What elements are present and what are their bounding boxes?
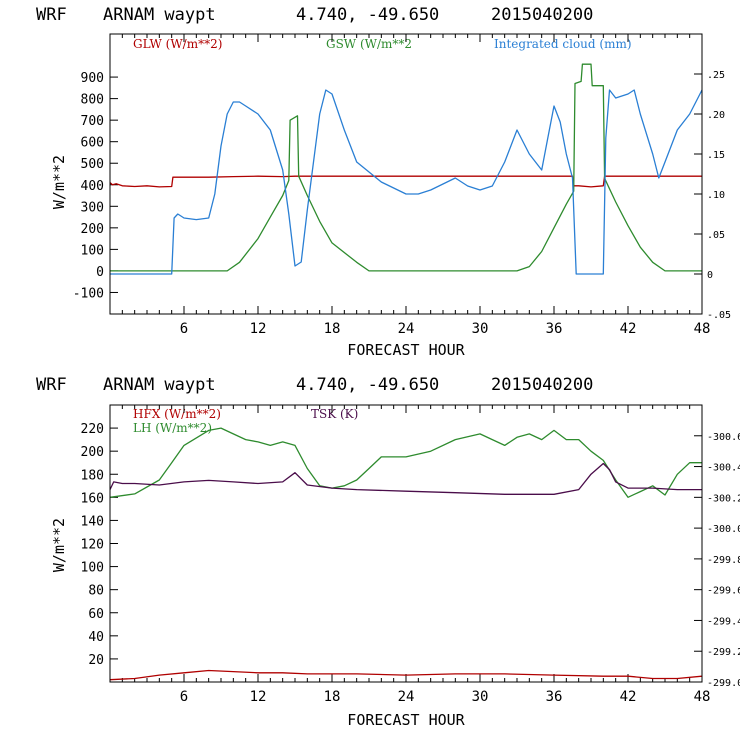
chart2-xtick-label: 36 [546, 689, 563, 705]
chart1-lines [109, 63, 703, 275]
chart2-header: WRF ARNAM waypt 4.740, -49.650 201504020… [36, 375, 593, 395]
chart1-header: WRF ARNAM waypt 4.740, -49.650 201504020… [36, 5, 593, 25]
chart1-xtick-label: 36 [546, 321, 563, 337]
chart2-y2tick-label: -300.2 [707, 493, 740, 504]
chart2-ytick-label: 200 [81, 445, 104, 460]
chart2-legend-hfx: HFX (W/m**2) [133, 407, 221, 421]
chart1-xtick-label: 12 [250, 321, 267, 337]
chart2-ylabel: W/m**2 [50, 518, 68, 572]
chart2-model: WRF [36, 375, 67, 395]
chart2-ytick-label: 160 [81, 491, 104, 506]
chart1-coords: 4.740, -49.650 [296, 5, 439, 25]
chart1-ylabel: W/m**2 [50, 155, 68, 209]
chart1-y2tick-label: .20 [707, 110, 725, 121]
chart2-y2tick-label: -299.8 [707, 555, 740, 566]
chart1-ytick-label: 500 [81, 157, 104, 172]
chart1-ytick-label: 900 [81, 71, 104, 86]
chart2-y2tick-label: -300.0 [707, 524, 740, 535]
chart1-y2tick-label: .10 [707, 190, 725, 201]
chart2-frame [109, 404, 703, 683]
chart2-ticks: 6 12 18 24 30 36 42 48 20 40 60 80 100 120 140 160 180 20… [81, 405, 740, 705]
chart2-ytick-label: 80 [88, 584, 104, 599]
chart1-ytick-label: 400 [81, 179, 104, 194]
chart2-series-3-line [109, 462, 702, 495]
chart1-xtick-label: 30 [472, 321, 489, 337]
chart2-ytick-label: 100 [81, 561, 104, 576]
chart2-ytick-label: 60 [88, 607, 104, 622]
chart1-datetime: 2015040200 [491, 5, 593, 25]
chart2-y2tick-label: -299.0 [707, 678, 740, 689]
chart2-xtick-label: 42 [620, 689, 637, 705]
chart1-xtick-label: 24 [398, 321, 415, 337]
chart2-ytick-label: 20 [88, 653, 104, 668]
chart1-ytick-label: 600 [81, 136, 104, 151]
chart1-site: ARNAM waypt [103, 5, 216, 25]
chart2-site: ARNAM waypt [103, 375, 216, 395]
chart1-ytick-label: 800 [81, 93, 104, 108]
chart1-xtick-label: 42 [620, 321, 637, 337]
chart1-ytick-label: 100 [81, 243, 104, 258]
chart2-legend-lh: LH (W/m**2) [133, 421, 212, 435]
chart1-ytick-label: 300 [81, 200, 104, 215]
chart1-legend-cloud: Integrated cloud (mm) [494, 37, 632, 51]
chart2-y2tick-label: -300.6 [707, 432, 740, 443]
chart1-series-2-line [110, 63, 702, 272]
chart2-lines [109, 427, 703, 681]
chart1-y2tick-label: .05 [707, 230, 725, 241]
chart1-y2tick-label: 0 [707, 270, 713, 281]
chart1-y2tick-label: .15 [707, 150, 725, 161]
chart1-legend-gsw: GSW (W/m**2 [326, 37, 412, 51]
chart2-ytick-label: 40 [88, 630, 104, 645]
chart2-y2tick-label: -299.6 [707, 586, 740, 597]
chart2-xtick-label: 24 [398, 689, 415, 705]
chart2-y2tick-label: -299.2 [707, 647, 740, 658]
chart2-xtick-label: 18 [324, 689, 341, 705]
chart2-xtick-label: 12 [250, 689, 267, 705]
chart1-ticks: 6 12 18 24 30 36 42 48 -100 0 100 200 300 400 500 600 70… [73, 34, 731, 337]
chart2-xlabel: FORECAST HOUR [347, 711, 465, 729]
chart1-y2tick-label: -.05 [707, 310, 731, 321]
chart1-ytick-label: -100 [73, 286, 104, 301]
chart2-legend-tsk: TSK (K) [311, 407, 358, 421]
chart2-ytick-label: 120 [81, 538, 104, 553]
chart1-model: WRF [36, 5, 67, 25]
chart2-series-1-line [109, 669, 703, 681]
chart2-ytick-label: 220 [81, 422, 104, 437]
chart2-xtick-label: 30 [472, 689, 489, 705]
chart1-ytick-label: 700 [81, 114, 104, 129]
chart1-legend-glw: GLW (W/m**2) [133, 37, 222, 51]
chart2-y2tick-label: -300.4 [707, 463, 740, 474]
chart2-ytick-label: 180 [81, 468, 104, 483]
chart1-xlabel: FORECAST HOUR [347, 341, 465, 359]
chart1-frame [109, 33, 703, 315]
chart2-ytick-label: 140 [81, 514, 104, 529]
chart1-y2tick-label: .25 [707, 70, 725, 81]
chart1-series-1-line [109, 175, 702, 188]
chart1-xtick-label: 48 [694, 321, 711, 337]
chart2-datetime: 2015040200 [491, 375, 593, 395]
chart1-ytick-label: 0 [96, 265, 104, 280]
chart2-xtick-label: 48 [694, 689, 711, 705]
chart2-y2tick-label: -299.4 [707, 616, 740, 627]
chart1-xtick-label: 6 [180, 321, 188, 337]
chart2-coords: 4.740, -49.650 [296, 375, 439, 395]
chart1-ytick-label: 200 [81, 222, 104, 237]
chart1-series-3-line [110, 89, 703, 275]
chart2-xtick-label: 6 [180, 689, 188, 705]
chart1-xtick-label: 18 [324, 321, 341, 337]
